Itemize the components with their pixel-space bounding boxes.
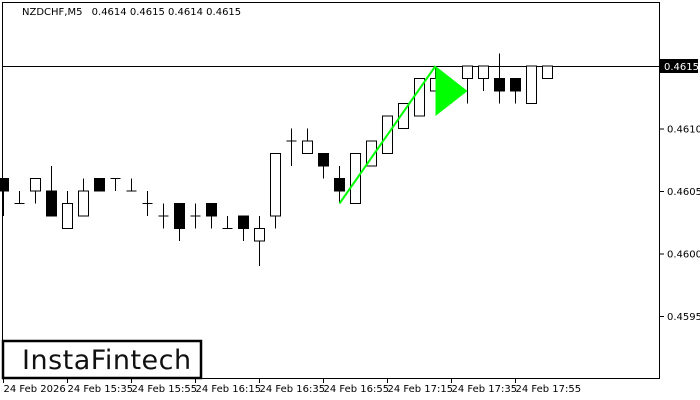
- x-tick-label: 24 Feb 15:55: [132, 384, 198, 395]
- candle: [542, 65, 553, 79]
- candle: [526, 65, 537, 104]
- bearish-candle-body: [494, 78, 505, 92]
- symbol-label: NZDCHF,M5: [22, 7, 82, 18]
- bearish-candle-body: [318, 153, 329, 167]
- bullish-candle-body: [462, 65, 473, 79]
- current-price-text: 0.4615: [664, 62, 699, 73]
- candle: [318, 153, 329, 179]
- candle: [126, 178, 137, 192]
- x-tick-label: 24 Feb 16:55: [324, 384, 390, 395]
- x-tick-label: 24 Feb 15:35: [68, 384, 134, 395]
- candle: [494, 53, 505, 104]
- logo-box: [1, 339, 203, 380]
- candle: [286, 128, 297, 166]
- candle: [238, 215, 249, 241]
- candle: [142, 191, 153, 216]
- bearish-candle-body: [174, 203, 185, 229]
- flag-triangle: [435, 66, 468, 116]
- bearish-candle-body: [238, 215, 249, 229]
- bullish-candle-body: [302, 140, 313, 154]
- bullish-candle-body: [254, 228, 265, 242]
- bearish-candle-body: [206, 203, 217, 217]
- bullish-candle-body: [542, 65, 553, 79]
- candle: [366, 140, 377, 167]
- bearish-candle-body: [510, 78, 521, 92]
- bearish-candle-body: [46, 190, 57, 217]
- candle: [334, 166, 345, 204]
- y-tick-label: 0.4610: [667, 125, 700, 136]
- price-axis: 0.4610 0.4605 0.4600 0.4595: [660, 66, 700, 323]
- candle: [110, 178, 121, 191]
- bearish-candle-body: [0, 178, 9, 192]
- candle: [254, 216, 265, 266]
- bullish-candle-body: [526, 65, 537, 104]
- candle: [462, 65, 473, 104]
- candles: [0, 53, 553, 266]
- logo-text: InstaFintech: [22, 345, 192, 376]
- candle: [270, 153, 281, 229]
- bullish-candle-body: [366, 140, 377, 167]
- candle: [510, 78, 521, 104]
- x-tick-label: 24 Feb 17:55: [516, 384, 582, 395]
- bullish-candle-body: [478, 65, 489, 79]
- flag-pole-line: [338, 65, 437, 205]
- bullish-flag-pattern: [338, 65, 468, 205]
- bullish-candle-body: [350, 153, 361, 204]
- bullish-candle-body: [30, 178, 41, 192]
- candle: [222, 216, 233, 229]
- candle: [398, 103, 409, 129]
- candle: [350, 153, 361, 204]
- candle: [158, 203, 169, 229]
- chart-title: NZDCHF,M5 0.4614 0.4615 0.4614 0.4615: [22, 7, 241, 18]
- candle: [206, 203, 217, 229]
- x-tick-label: 24 Feb 17:15: [388, 384, 454, 395]
- candle: [78, 178, 89, 217]
- instafintech-logo: InstaFintech: [1, 339, 203, 380]
- x-tick-label: 24 Feb 16:35: [260, 384, 326, 395]
- y-tick-label: 0.4600: [667, 250, 700, 261]
- ohlc-label: 0.4614 0.4615 0.4614 0.4615: [92, 7, 242, 18]
- candle: [30, 178, 41, 204]
- candle: [62, 191, 73, 229]
- candle: [174, 203, 185, 241]
- bullish-candle-body: [78, 190, 89, 217]
- y-tick-label: 0.4595: [667, 312, 700, 323]
- candle: [302, 128, 313, 154]
- x-tick-label: 24 Feb 17:35: [452, 384, 518, 395]
- current-price-box: [660, 59, 698, 73]
- bullish-candle-body: [398, 103, 409, 129]
- candle: [190, 203, 201, 229]
- candle: [94, 178, 105, 192]
- candle: [478, 65, 489, 91]
- candle: [46, 166, 57, 217]
- bullish-candle-body: [62, 203, 73, 229]
- current-price-label: 0.4615: [660, 59, 699, 73]
- bullish-candle-body: [270, 153, 281, 217]
- candle: [0, 178, 9, 216]
- y-tick-label: 0.4605: [667, 187, 700, 198]
- bearish-candle-body: [94, 178, 105, 192]
- x-tick-label: 24 Feb 2026: [4, 384, 66, 395]
- x-tick-label: 24 Feb 16:15: [196, 384, 262, 395]
- candle: [14, 191, 25, 204]
- bearish-candle-body: [334, 178, 345, 192]
- plot-area: [2, 2, 660, 379]
